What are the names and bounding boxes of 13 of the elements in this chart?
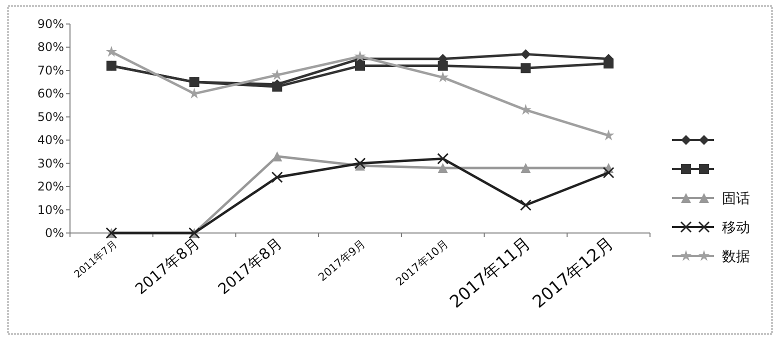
legend-label: 移动	[722, 220, 750, 236]
legend-label: 数据	[722, 249, 750, 265]
legend-label: 固话	[722, 191, 750, 207]
y-tick-label: 0%	[44, 226, 64, 240]
y-tick-label: 80%	[37, 40, 64, 54]
y-tick-label: 40%	[37, 133, 64, 148]
y-tick-label: 60%	[37, 86, 64, 101]
y-tick-label: 30%	[37, 156, 64, 170]
y-tick-label: 50%	[37, 110, 64, 124]
y-tick-label: 70%	[37, 63, 64, 78]
y-tick-label: 90%	[37, 17, 64, 31]
y-tick-label: 20%	[37, 180, 64, 194]
y-tick-label: 10%	[37, 202, 64, 217]
